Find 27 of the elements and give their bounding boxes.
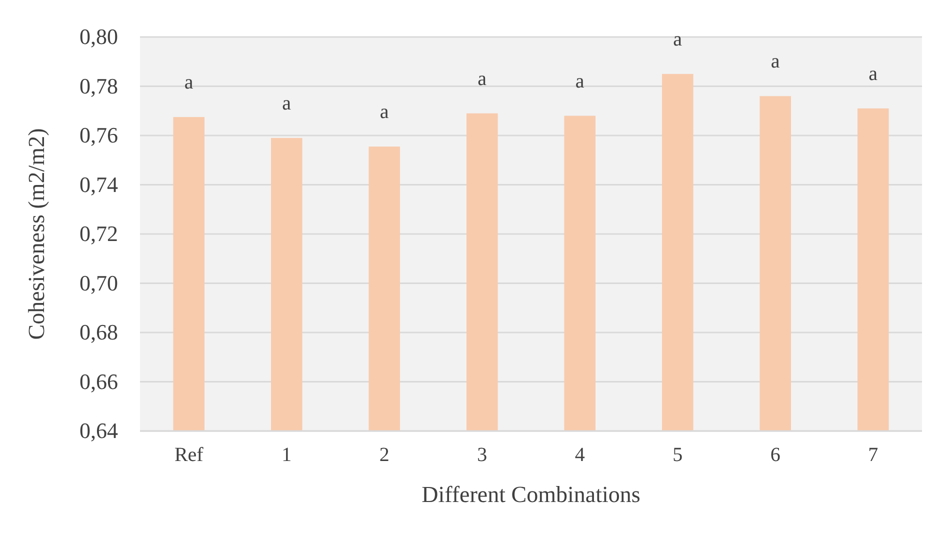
annotation: a <box>380 101 389 124</box>
annotation: a <box>673 28 682 51</box>
y-tick-label: 0,74 <box>80 172 118 197</box>
x-tick-label: 2 <box>379 444 390 466</box>
x-tick-label: 5 <box>672 444 683 466</box>
x-tick-label: 6 <box>770 444 780 466</box>
x-axis-title: Different Combinations <box>422 482 640 507</box>
y-tick-label: 0,70 <box>80 270 118 296</box>
annotation: a <box>868 63 878 86</box>
y-axis-title: Cohesiveness (m2/m2) <box>24 128 49 340</box>
y-tick-label: 0,68 <box>80 320 118 345</box>
x-tick-label: 7 <box>868 444 878 466</box>
y-tick-label: 0,64 <box>80 418 118 444</box>
annotation: a <box>184 72 194 94</box>
annotation: a <box>575 70 584 92</box>
x-tick-label: 4 <box>574 444 585 466</box>
y-tick-label: 0,78 <box>80 73 118 98</box>
annotation: a <box>478 68 487 90</box>
y-tick-label: 0,80 <box>80 24 118 50</box>
x-tick-label: 1 <box>282 444 292 466</box>
y-tick-label: 0,72 <box>80 221 118 246</box>
annotation: a <box>282 92 292 115</box>
x-tick-label: 3 <box>477 444 488 466</box>
x-tick-label: Ref <box>174 444 204 466</box>
y-tick-label: 0,66 <box>80 368 118 394</box>
annotation: a <box>770 50 780 73</box>
y-tick-label: 0,76 <box>80 122 118 148</box>
